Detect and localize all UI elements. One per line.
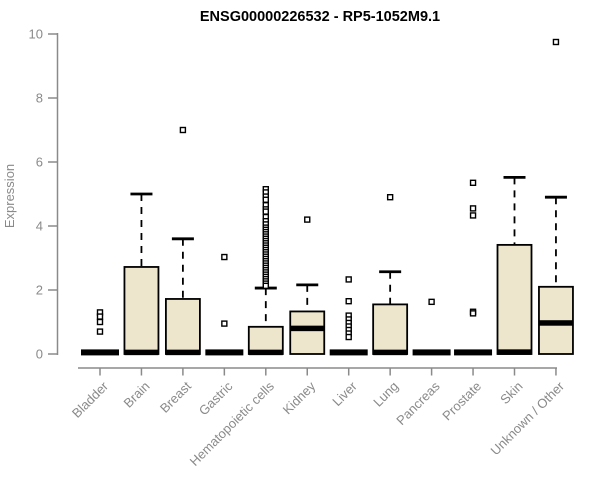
box-rect <box>372 303 409 355</box>
outlier-point <box>345 333 352 341</box>
y-tick-label: 6 <box>36 155 43 170</box>
outlier-point <box>96 318 104 326</box>
outlier-point <box>96 328 104 335</box>
x-tick-label: Unknown / Other <box>487 378 567 458</box>
box-series <box>81 38 574 356</box>
collapsed-box <box>205 349 244 356</box>
y-tick-label: 4 <box>36 219 43 234</box>
outlier-point <box>304 216 311 223</box>
box-rect <box>289 310 326 355</box>
x-tick-label: Pancreas <box>393 378 443 428</box>
box-bladder <box>81 309 119 356</box>
outlier-point <box>345 276 352 283</box>
box-rect <box>496 243 533 355</box>
box-kidney <box>289 216 326 355</box>
x-tick-label: Brain <box>120 379 152 411</box>
outlier-point <box>469 310 477 317</box>
x-tick-label: Breast <box>157 378 194 415</box>
median-line <box>538 320 573 326</box>
median-line <box>124 349 159 356</box>
x-tick-label: Prostate <box>439 379 484 424</box>
y-tick-label: 8 <box>36 91 43 106</box>
box-pancreas <box>412 298 451 356</box>
outlier-point <box>179 126 187 134</box>
outlier-point <box>552 38 560 46</box>
y-tick-label: 2 <box>36 283 43 298</box>
x-tick-label: Bladder <box>69 378 112 421</box>
box-hematopoietic-cells <box>247 185 284 356</box>
x-tick-label: Gastric <box>196 378 236 418</box>
box-prostate <box>454 179 493 356</box>
box-liver <box>329 276 368 356</box>
x-tick-label: Liver <box>329 378 360 409</box>
y-tick-label: 10 <box>29 27 43 42</box>
x-tick-label: Skin <box>497 379 525 407</box>
collapsed-box <box>81 349 119 356</box>
outlier-point <box>469 179 477 187</box>
box-breast <box>164 126 201 356</box>
median-line <box>165 349 200 356</box>
median-line <box>248 349 283 356</box>
collapsed-box <box>454 349 493 356</box>
outlier-point <box>221 320 228 327</box>
box-rect <box>123 266 160 355</box>
outlier-point <box>262 208 269 215</box>
box-brain <box>123 192 160 356</box>
box-gastric <box>205 253 244 356</box>
median-line <box>290 325 325 332</box>
box-lung <box>372 193 409 356</box>
y-axis-title: Expression <box>2 164 17 228</box>
collapsed-box <box>412 349 451 356</box>
outlier-point <box>345 298 352 305</box>
x-tick-label: Kidney <box>280 378 319 417</box>
box-rect <box>247 325 284 355</box>
box-skin <box>496 175 533 355</box>
y-tick-label: 0 <box>36 347 43 362</box>
median-line <box>373 349 408 356</box>
collapsed-box <box>329 349 368 356</box>
outlier-point <box>262 196 269 203</box>
outlier-point <box>221 253 228 261</box>
outlier-point <box>386 193 394 201</box>
box-unknown-other <box>538 38 574 355</box>
outlier-point <box>96 313 104 320</box>
box-rect <box>164 298 201 355</box>
outlier-point <box>262 282 269 290</box>
outlier-point <box>469 212 477 219</box>
outlier-point <box>469 205 477 212</box>
outlier-point <box>428 298 435 306</box>
chart-title: ENSG00000226532 - RP5-1052M9.1 <box>200 9 440 25</box>
x-tick-label: Lung <box>370 379 401 410</box>
median-line <box>497 349 532 355</box>
